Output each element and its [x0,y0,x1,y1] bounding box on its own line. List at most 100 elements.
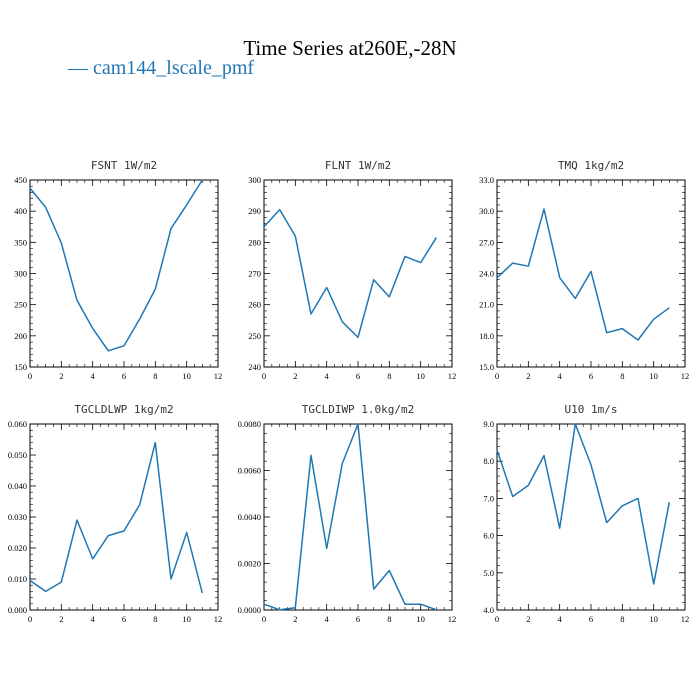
y-tick-label: 270 [248,269,261,279]
y-tick-label: 400 [14,206,27,216]
series-line [29,441,204,594]
series-line [263,423,437,611]
y-tick-label: 300 [14,269,27,279]
y-tick-label: 0.0000 [238,605,261,615]
x-tick-label: 10 [649,371,658,381]
x-tick-label: 2 [526,371,530,381]
y-tick-label: 0.060 [8,419,27,429]
x-tick-label: 12 [448,614,457,624]
y-tick-label: 0.000 [8,605,27,615]
legend-line-marker: — [68,57,88,79]
y-tick-label: 0.0040 [238,512,261,522]
y-tick-label: 0.0020 [238,559,261,569]
x-tick-label: 6 [122,371,126,381]
y-tick-label: 450 [14,175,27,185]
x-tick-label: 0 [262,614,266,624]
y-tick-label: 250 [248,331,261,341]
x-tick-label: 2 [59,371,63,381]
plot-frame [29,179,219,368]
x-tick-label: 4 [91,614,96,624]
panel-4: TGCLDLWP 1kg/m2 0 2 4 6 8 10 12 0.000 0.010 0.020 0… [8,403,222,624]
plot-frame [496,423,686,611]
x-tick-label: 4 [558,371,563,381]
panel-title: U10 1m/s [565,403,618,416]
y-tick-label: 200 [14,331,27,341]
panel-1: FSNT 1W/m2 0 2 4 6 8 10 12 150 200 250 300 350 400 450 [14,159,222,381]
x-tick-label: 6 [589,614,593,624]
legend-entry: — cam144_lscale_pmf [68,57,254,80]
y-tick-label: 0.010 [8,574,27,584]
x-tick-label: 12 [681,614,690,624]
plot-frame [263,179,453,368]
x-tick-label: 6 [356,614,360,624]
x-tick-label: 0 [262,371,266,381]
y-tick-label: 350 [14,237,27,247]
series-line [29,179,203,352]
panel-title: TGCLDLWP 1kg/m2 [74,403,173,416]
x-tick-label: 0 [28,614,32,624]
y-tick-label: 290 [248,206,261,216]
x-tick-label: 8 [153,614,157,624]
x-tick-label: 4 [325,371,330,381]
x-tick-label: 2 [526,614,530,624]
y-tick-label: 240 [248,362,261,372]
x-tick-label: 8 [387,614,391,624]
y-tick-label: 0.0080 [238,419,261,429]
y-tick-label: 9.0 [483,419,494,429]
x-tick-label: 10 [649,614,658,624]
panel-title: FSNT 1W/m2 [91,159,157,172]
x-tick-label: 0 [495,614,499,624]
y-tick-label: 18.0 [479,331,494,341]
x-tick-label: 2 [59,614,63,624]
x-tick-label: 8 [387,371,391,381]
y-tick-label: 27.0 [479,237,494,247]
page-title: Time Series at260E,-28N [243,36,457,60]
x-tick-label: 10 [182,371,191,381]
panel-title: TMQ 1kg/m2 [558,159,624,172]
y-tick-label: 0.030 [8,512,27,522]
panel-title: FLNT 1W/m2 [325,159,391,172]
legend-label: cam144_lscale_pmf [93,57,255,79]
x-tick-label: 8 [620,371,624,381]
x-tick-label: 0 [28,371,32,381]
x-tick-label: 6 [589,371,593,381]
x-tick-label: 4 [558,614,563,624]
y-tick-label: 280 [248,237,261,247]
y-tick-label: 15.0 [479,362,494,372]
y-tick-label: 0.050 [8,450,27,460]
y-tick-label: 4.0 [483,605,494,615]
x-tick-label: 0 [495,371,499,381]
x-tick-label: 12 [448,371,457,381]
x-tick-label: 6 [356,371,360,381]
x-tick-label: 6 [122,614,126,624]
series-line [263,208,437,339]
x-tick-label: 10 [182,614,191,624]
y-tick-label: 0.020 [8,543,27,553]
x-tick-label: 8 [153,371,157,381]
x-tick-label: 8 [620,614,624,624]
series-line [496,423,671,585]
y-tick-label: 300 [248,175,261,185]
x-tick-label: 12 [681,371,690,381]
panel-5: TGCLDIWP 1.0kg/m2 0 2 4 6 8 10 12 0.0000 0.0020 0.… [238,403,457,624]
panel-6: U10 1m/s 0 2 4 6 8 10 12 4.0 5.0 6.0 7.0 8.0 9.0 [483,403,689,624]
y-tick-label: 5.0 [483,568,494,578]
y-tick-label: 150 [14,362,27,372]
y-tick-label: 260 [248,300,261,310]
y-tick-label: 0.0060 [238,466,261,476]
x-tick-label: 4 [325,614,330,624]
y-tick-label: 33.0 [479,175,494,185]
x-tick-label: 4 [91,371,96,381]
plot-frame [29,423,219,611]
x-tick-label: 2 [293,371,297,381]
x-tick-label: 12 [214,371,223,381]
x-tick-label: 12 [214,614,223,624]
y-tick-label: 30.0 [479,206,494,216]
x-tick-label: 10 [416,371,425,381]
y-tick-label: 0.040 [8,481,27,491]
y-tick-label: 21.0 [479,300,494,310]
panel-3: TMQ 1kg/m2 0 2 4 6 8 10 12 15.0 18.0 21.0 24.0 27.0 3… [479,159,689,381]
x-tick-label: 2 [293,614,297,624]
x-tick-label: 10 [416,614,425,624]
